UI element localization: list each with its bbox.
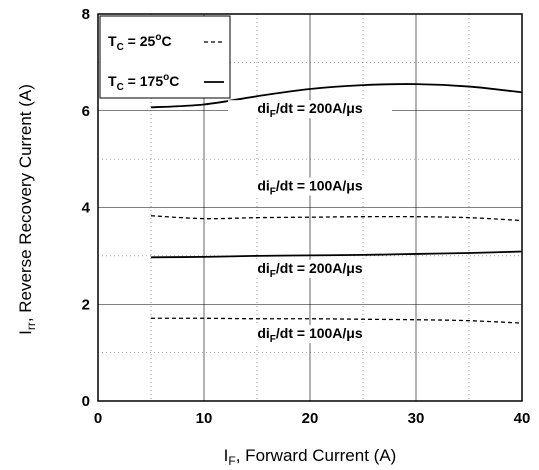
x-axis-label: IF, Forward Current (A) [224, 446, 397, 468]
annotation-bg [228, 100, 392, 119]
annotation-bg [228, 325, 392, 344]
series-line-1 [150, 83, 523, 109]
plot-frame [97, 13, 523, 402]
y-axis-label-rest: , Reverse Recovery Current (A) [16, 84, 35, 322]
x-axis-label-main: I [224, 446, 229, 465]
legend-entry-1: TC = 25oC [108, 32, 172, 53]
y-tick-labels: 0 2 4 6 8 [82, 6, 91, 410]
y-axis-label-main: I [16, 330, 35, 335]
series-line-4 [150, 317, 523, 324]
annotation-bg [228, 177, 392, 196]
curve-annotation-3: diF/dt = 200A/μs [257, 260, 363, 280]
series-line-3 [150, 250, 523, 259]
x-axis-label-sub: F [228, 454, 235, 468]
curve-annotation-4: diF/dt = 100A/μs [257, 325, 363, 345]
legend-entry-2: TC = 175oC [108, 72, 179, 93]
y-tick-label: 2 [82, 296, 90, 313]
curve-annotation-1: diF/dt = 200A/μs [257, 100, 363, 120]
x-tick-label: 30 [408, 410, 425, 427]
y-tick-label: 8 [82, 6, 90, 23]
series-layer [150, 83, 523, 324]
annotation-layer: diF/dt = 200A/μs diF/dt = 100A/μs diF/dt =… [228, 100, 392, 345]
legend: TC = 25oC TC = 175oC [99, 15, 231, 99]
x-tick-label: 20 [302, 410, 319, 427]
y-axis-label-sub: rr [24, 322, 38, 330]
y-tick-label: 6 [82, 103, 90, 120]
x-tick-label: 0 [94, 410, 102, 427]
x-axis-label-rest: , Forward Current (A) [236, 446, 397, 465]
y-tick-label: 4 [82, 200, 91, 217]
x-tick-label: 10 [196, 410, 213, 427]
y-axis-label: Irr, Reverse Recovery Current (A) [16, 84, 38, 335]
legend-box [99, 15, 231, 99]
annotation-bg [228, 259, 392, 278]
x-tick-label: 40 [514, 410, 531, 427]
y-tick-label: 0 [82, 393, 90, 410]
x-tick-labels: 0 10 20 30 40 [94, 410, 531, 427]
series-line-2 [150, 215, 523, 222]
curve-annotation-2: diF/dt = 100A/μs [257, 178, 363, 198]
